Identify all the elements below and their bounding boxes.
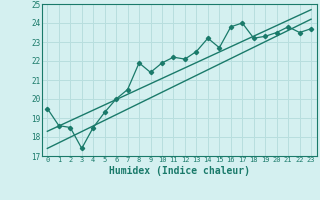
X-axis label: Humidex (Indice chaleur): Humidex (Indice chaleur) — [109, 166, 250, 176]
